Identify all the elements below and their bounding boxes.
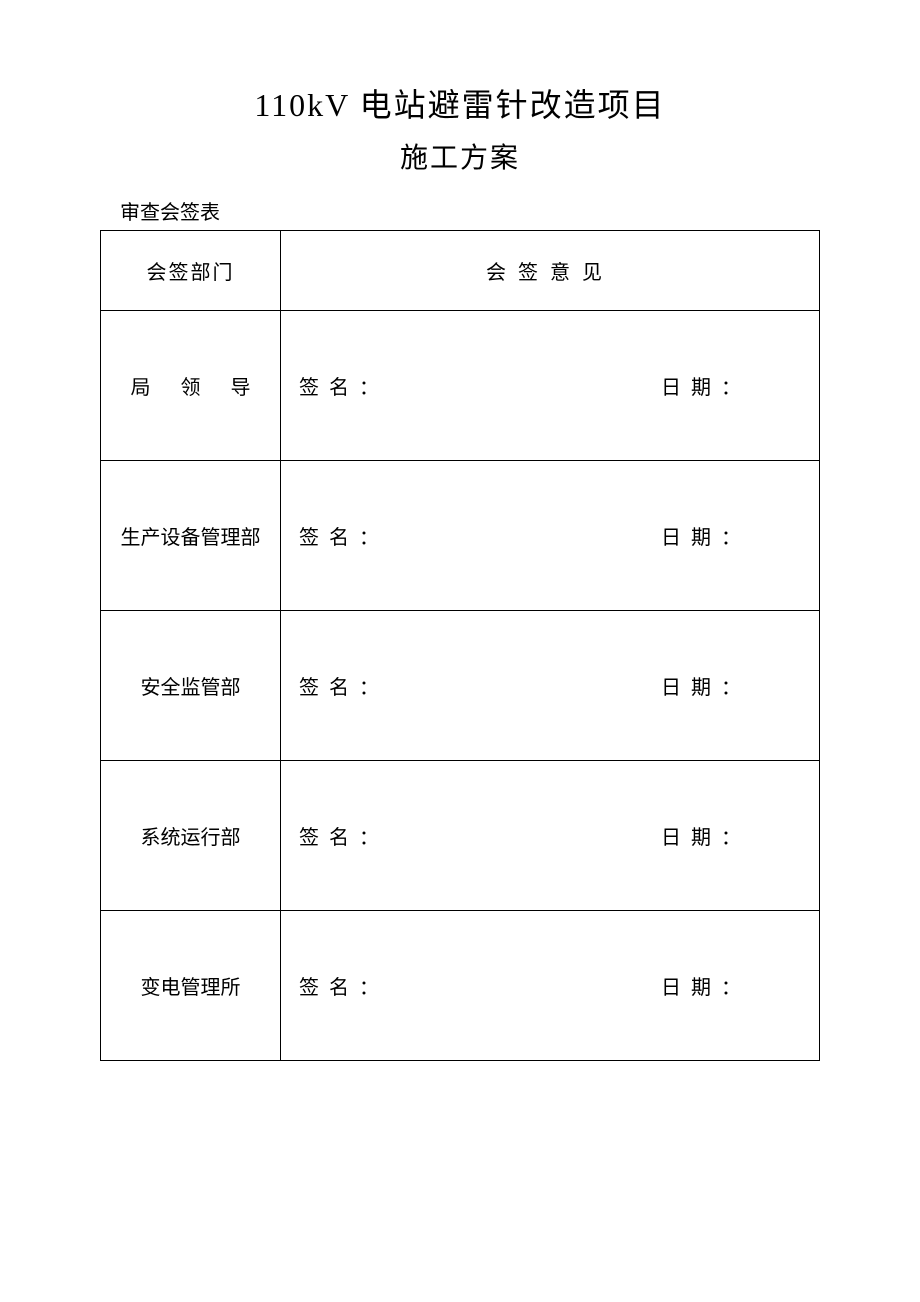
signature-label: 签名： xyxy=(299,371,389,400)
signature-label: 签名： xyxy=(299,971,389,1000)
opinion-cell: 签名： 日期： xyxy=(281,461,820,611)
opinion-cell: 签名： 日期： xyxy=(281,311,820,461)
dept-cell: 生产设备管理部 xyxy=(101,461,281,611)
opinion-cell: 签名： 日期： xyxy=(281,761,820,911)
table-header-row: 会签部门 会签意见 xyxy=(101,231,820,311)
dept-cell: 系统运行部 xyxy=(101,761,281,911)
table-row: 系统运行部 签名： 日期： xyxy=(101,761,820,911)
date-label: 日期： xyxy=(661,971,751,1000)
dept-label: 生产设备管理部 xyxy=(121,527,261,549)
dept-cell: 变电管理所 xyxy=(101,911,281,1061)
dept-cell: 局领导 xyxy=(101,311,281,461)
table-row: 局领导 签名： 日期： xyxy=(101,311,820,461)
table-row: 安全监管部 签名： 日期： xyxy=(101,611,820,761)
table-row: 变电管理所 签名： 日期： xyxy=(101,911,820,1061)
dept-label: 安全监管部 xyxy=(141,677,241,699)
table-body: 局领导 签名： 日期： 生产设备管理部 签名： 日期： 安全监管 xyxy=(101,311,820,1061)
dept-label: 变电管理所 xyxy=(141,977,241,999)
date-label: 日期： xyxy=(661,671,751,700)
signature-label: 签名： xyxy=(299,671,389,700)
dept-label: 系统运行部 xyxy=(141,827,241,849)
document-title-main: 110kV 电站避雷针改造项目 xyxy=(100,80,820,126)
document-title-sub: 施工方案 xyxy=(100,136,820,176)
dept-label: 局领导 xyxy=(131,371,251,400)
table-row: 生产设备管理部 签名： 日期： xyxy=(101,461,820,611)
date-label: 日期： xyxy=(661,821,751,850)
opinion-cell: 签名： 日期： xyxy=(281,911,820,1061)
date-label: 日期： xyxy=(661,371,751,400)
signature-label: 签名： xyxy=(299,521,389,550)
signoff-table: 会签部门 会签意见 局领导 签名： 日期： 生产设备管理部 签名： 日期 xyxy=(100,230,820,1061)
table-caption: 审查会签表 xyxy=(120,196,820,225)
header-department: 会签部门 xyxy=(101,231,281,311)
dept-cell: 安全监管部 xyxy=(101,611,281,761)
header-opinion: 会签意见 xyxy=(281,231,820,311)
signature-label: 签名： xyxy=(299,821,389,850)
date-label: 日期： xyxy=(661,521,751,550)
opinion-cell: 签名： 日期： xyxy=(281,611,820,761)
